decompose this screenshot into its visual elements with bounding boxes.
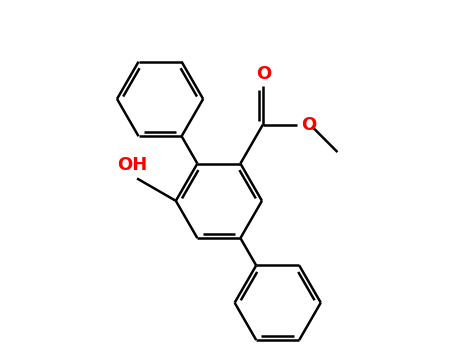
Text: O: O [301, 116, 316, 134]
Text: OH: OH [117, 156, 147, 174]
Text: O: O [256, 64, 271, 83]
